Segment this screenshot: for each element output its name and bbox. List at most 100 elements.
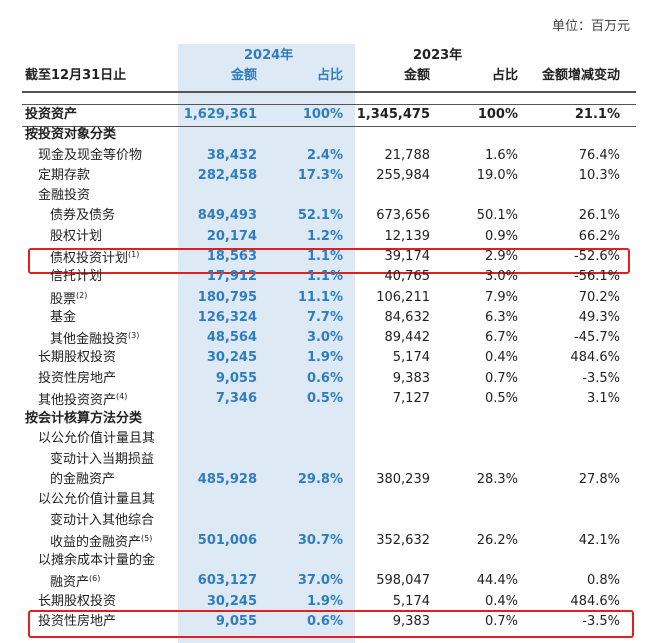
cell: 50.1% bbox=[476, 208, 518, 224]
year-header: 2023年 bbox=[413, 48, 463, 63]
row-label: 以公允价值计量且其 bbox=[38, 492, 155, 508]
cell: 9,383 bbox=[392, 614, 430, 629]
label-text: 按会计核算方法分类 bbox=[25, 411, 143, 427]
label-text: 的金融资产 bbox=[50, 472, 116, 488]
rule bbox=[22, 91, 636, 93]
cell: 0.6% bbox=[306, 614, 343, 629]
cell: 0.4% bbox=[484, 593, 518, 609]
cell: -45.7% bbox=[574, 330, 620, 346]
cell: 180,795 bbox=[197, 289, 257, 305]
cell: 29.8% bbox=[297, 472, 343, 488]
cell: 44.4% bbox=[476, 573, 518, 589]
cell: 255,984 bbox=[376, 167, 430, 183]
cell: 7,346 bbox=[215, 390, 257, 406]
cell: 76.4% bbox=[578, 147, 620, 163]
cell: 673,656 bbox=[376, 208, 430, 224]
cell: 7,127 bbox=[392, 390, 430, 406]
label-text: 以公允价值计量且其 bbox=[38, 431, 156, 447]
cell: 19.0% bbox=[476, 167, 518, 183]
cell: -52.6% bbox=[574, 248, 620, 264]
cell: 7.7% bbox=[306, 309, 343, 325]
label-text: 信托计划 bbox=[50, 269, 103, 285]
cell: 66.2% bbox=[578, 228, 620, 244]
column-header: 金额增减变动 bbox=[541, 68, 620, 83]
cell: 42.1% bbox=[578, 532, 620, 548]
cell: 1,345,475 bbox=[356, 107, 430, 122]
cell: 3.0% bbox=[306, 330, 343, 346]
cell: 12,139 bbox=[384, 228, 431, 244]
cell: 1.1% bbox=[306, 269, 343, 285]
column-header: 金额 bbox=[230, 68, 257, 83]
cell: -3.5% bbox=[582, 614, 620, 629]
footnote-ref: (6) bbox=[89, 574, 101, 584]
cell: 30,245 bbox=[206, 593, 257, 609]
cell: 485,928 bbox=[197, 472, 257, 488]
row-label: 信托计划 bbox=[50, 269, 102, 285]
cell: 0.7% bbox=[484, 614, 518, 629]
label-text: 收益的金融资产 bbox=[50, 535, 142, 551]
cell: 30.7% bbox=[297, 532, 343, 548]
cell: 1.1% bbox=[306, 248, 343, 264]
cell: 52.1% bbox=[297, 208, 343, 224]
cell: 0.4% bbox=[484, 350, 518, 366]
cell: 0.9% bbox=[484, 228, 518, 244]
cell: 39,174 bbox=[384, 248, 431, 264]
rule bbox=[22, 126, 636, 127]
cell: 9,383 bbox=[392, 370, 430, 386]
cell: 100% bbox=[302, 107, 343, 122]
row-label: 股权计划 bbox=[50, 229, 102, 245]
label-text: 长期股权投资 bbox=[38, 593, 117, 609]
unit: 单位：百万元 bbox=[551, 19, 630, 34]
label-text: 按投资对象分类 bbox=[25, 127, 117, 143]
cell: 84,632 bbox=[384, 309, 431, 325]
cell: 20,174 bbox=[206, 228, 257, 244]
cell: 484.6% bbox=[570, 593, 620, 609]
cell: 9,055 bbox=[215, 614, 257, 629]
cell: 5,174 bbox=[392, 593, 430, 609]
row-label: 基金 bbox=[50, 310, 76, 326]
row-label: 长期股权投资 bbox=[38, 594, 116, 610]
label-text: 基金 bbox=[50, 309, 77, 325]
cell: 598,047 bbox=[376, 573, 430, 589]
row-label: 收益的金融资产(5) bbox=[50, 531, 152, 551]
row-label: 其他金融投资(3) bbox=[50, 328, 139, 348]
cell: 30,245 bbox=[206, 350, 257, 366]
label-text: 投资性房地产 bbox=[38, 614, 117, 629]
cell: 38,432 bbox=[206, 147, 257, 163]
cell: 11.1% bbox=[297, 289, 343, 305]
highlight-column bbox=[178, 44, 355, 643]
cell: 10.3% bbox=[578, 167, 620, 183]
label-text: 定期存款 bbox=[38, 167, 91, 183]
cell: 70.2% bbox=[578, 289, 620, 305]
label-text: 股票 bbox=[50, 291, 77, 307]
cell: 3.0% bbox=[484, 269, 518, 285]
cell: 5,174 bbox=[392, 350, 430, 366]
label-text: 以摊余成本计量的金 bbox=[38, 553, 156, 569]
highlight-box bbox=[28, 610, 634, 638]
row-label: 以摊余成本计量的金 bbox=[38, 553, 155, 569]
cell: 106,211 bbox=[376, 289, 430, 305]
cell: 3.1% bbox=[586, 390, 620, 406]
highlight-box bbox=[28, 248, 630, 274]
cell: 26.1% bbox=[578, 208, 620, 224]
row-label: 投资性房地产 bbox=[38, 614, 116, 630]
cell: 352,632 bbox=[376, 532, 430, 548]
label-text: 融资产 bbox=[50, 575, 90, 591]
cell: -56.1% bbox=[574, 269, 620, 285]
cell: 0.8% bbox=[586, 573, 620, 589]
footnote-ref: (4) bbox=[116, 391, 128, 401]
cell: 126,324 bbox=[197, 309, 257, 325]
cell: 27.8% bbox=[578, 472, 620, 488]
cell: 40,765 bbox=[384, 269, 431, 285]
cell: 21.1% bbox=[574, 107, 620, 122]
cell: 18,563 bbox=[206, 248, 257, 264]
cell: 89,442 bbox=[384, 330, 431, 346]
cell: 484.6% bbox=[570, 350, 620, 366]
cell: 0.5% bbox=[306, 390, 343, 406]
cell: 282,458 bbox=[197, 167, 257, 183]
label-text: 以公允价值计量且其 bbox=[38, 492, 156, 508]
cell: 0.5% bbox=[484, 390, 518, 406]
row-label: 变动计入其他综合 bbox=[50, 513, 154, 529]
cell: 1.9% bbox=[306, 350, 343, 366]
cell: 28.3% bbox=[476, 472, 518, 488]
